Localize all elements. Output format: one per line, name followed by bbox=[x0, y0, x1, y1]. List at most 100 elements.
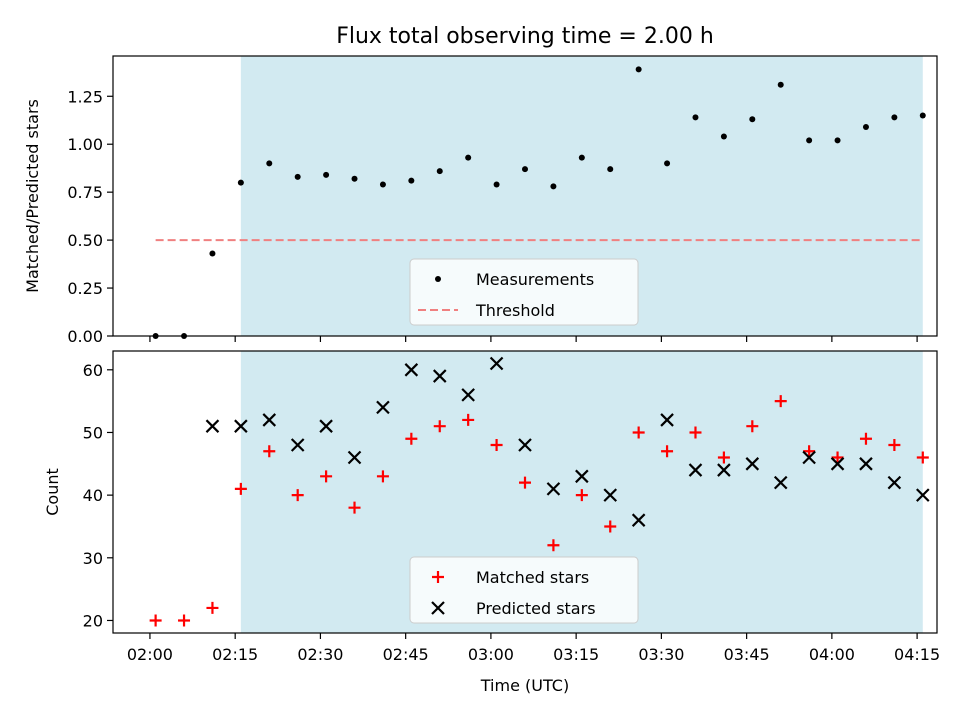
y-tick-label: 0.50 bbox=[67, 231, 103, 250]
matched-star-point bbox=[433, 420, 446, 433]
predicted-star-point bbox=[432, 369, 447, 383]
measurement-point bbox=[692, 114, 699, 121]
legend-label: Measurements bbox=[476, 270, 594, 289]
matched-star-point bbox=[519, 476, 531, 489]
legend-marker bbox=[431, 601, 445, 615]
x-tick-label: 03:00 bbox=[468, 645, 514, 664]
matched-star-point bbox=[462, 413, 475, 426]
measurement-point bbox=[152, 333, 159, 339]
predicted-star-point bbox=[603, 488, 618, 502]
measurement-point bbox=[323, 171, 330, 178]
measurement-point bbox=[522, 166, 528, 173]
x-axis-label: Time (UTC) bbox=[480, 676, 569, 695]
axes-frame bbox=[112, 350, 938, 634]
predicted-star-point bbox=[916, 488, 930, 502]
top-panel: 0.00 0.25 0.50 0.75 1.00 1.25 Matched/Predicte… bbox=[23, 55, 938, 346]
measurement-point bbox=[777, 81, 784, 88]
y-tick-label: 1.25 bbox=[67, 87, 103, 106]
x-tick-label: 02:15 bbox=[212, 645, 258, 664]
measurement-point bbox=[635, 66, 642, 73]
bottom-panel: 20 30 40 50 60 02:00 02:15 02:30 02:45 03:00 03:15… bbox=[43, 350, 940, 695]
matched-star-point bbox=[746, 420, 759, 433]
matched-star-point bbox=[178, 614, 191, 627]
y-tick-label: 50 bbox=[83, 423, 103, 442]
matched-star-point bbox=[803, 445, 816, 458]
measurement-point bbox=[465, 154, 472, 161]
predicted-star-point bbox=[518, 438, 532, 452]
matched-star-point bbox=[604, 520, 617, 533]
predicted-star-point bbox=[660, 413, 674, 427]
matched-star-point bbox=[405, 432, 418, 445]
predicted-star-point bbox=[290, 438, 305, 452]
matched-star-point bbox=[689, 426, 702, 439]
matched-star-point bbox=[661, 445, 674, 458]
y-axis-label: Count bbox=[43, 468, 62, 516]
measurement-point bbox=[237, 179, 244, 186]
legend-label: Matched stars bbox=[476, 568, 589, 587]
matched-star-point bbox=[320, 470, 333, 483]
y-tick-label: 0.25 bbox=[67, 279, 103, 298]
predicted-star-point bbox=[404, 363, 419, 377]
measurement-point bbox=[181, 333, 188, 339]
matched-star-point bbox=[547, 539, 560, 552]
legend-label: Threshold bbox=[475, 301, 555, 320]
x-tick-label: 03:30 bbox=[638, 645, 684, 664]
predicted-star-point bbox=[859, 457, 873, 471]
measurement-point bbox=[806, 137, 813, 144]
measurement-point bbox=[294, 173, 301, 180]
x-tick-label: 02:00 bbox=[127, 645, 173, 664]
measurement-point bbox=[862, 123, 869, 130]
predicted-star-point bbox=[546, 482, 561, 496]
x-tick-label: 04:00 bbox=[809, 645, 855, 664]
measurement-point bbox=[436, 168, 443, 175]
predicted-star-point bbox=[631, 513, 646, 527]
y-tick-label: 0.00 bbox=[67, 327, 103, 346]
legend-marker bbox=[435, 276, 441, 282]
measurement-point bbox=[607, 166, 614, 173]
predicted-star-point bbox=[830, 457, 845, 471]
matched-star-point bbox=[263, 445, 276, 458]
y-tick-label: 40 bbox=[83, 486, 103, 505]
measurement-point bbox=[266, 160, 273, 167]
y-axis-label: Matched/Predicted stars bbox=[23, 99, 42, 293]
measurement-point bbox=[578, 154, 585, 161]
x-tick-label: 02:45 bbox=[383, 645, 429, 664]
matched-star-point bbox=[831, 451, 844, 464]
predicted-star-point bbox=[262, 413, 277, 427]
legend-marker bbox=[432, 571, 444, 583]
predicted-star-point bbox=[773, 475, 788, 490]
matched-star-point bbox=[348, 501, 361, 514]
matched-star-point bbox=[376, 470, 389, 483]
predicted-star-point bbox=[461, 388, 475, 402]
measurement-point bbox=[550, 183, 557, 190]
matched-star-point bbox=[774, 395, 787, 408]
measurement-point bbox=[720, 133, 727, 140]
legend: Measurements Threshold bbox=[409, 258, 639, 326]
matched-star-point bbox=[888, 439, 901, 451]
x-tick-label: 04:15 bbox=[894, 645, 940, 664]
x-tick-label: 03:45 bbox=[724, 645, 770, 664]
measurement-point bbox=[209, 250, 216, 257]
matched-star-point bbox=[859, 432, 872, 445]
measurement-point bbox=[834, 137, 841, 144]
legend-box bbox=[409, 556, 639, 624]
measurement-point bbox=[749, 116, 756, 123]
matched-star-point bbox=[234, 482, 247, 495]
legend-label: Predicted stars bbox=[476, 599, 596, 618]
predicted-star-point bbox=[688, 463, 703, 477]
matched-star-point bbox=[149, 614, 162, 627]
matched-star-point bbox=[206, 601, 219, 614]
measurement-point bbox=[408, 177, 415, 184]
predicted-star-point bbox=[575, 469, 589, 484]
measurement-point bbox=[379, 181, 386, 188]
matched-star-point bbox=[717, 451, 730, 464]
predicted-star-point bbox=[717, 463, 731, 477]
legend-box bbox=[409, 258, 639, 326]
y-tick-label: 1.00 bbox=[67, 135, 103, 154]
measurement-point bbox=[891, 114, 898, 121]
y-tick-label: 30 bbox=[83, 549, 103, 568]
x-tick-label: 02:30 bbox=[297, 645, 343, 664]
y-tick-label: 0.75 bbox=[67, 183, 103, 202]
measurement-point bbox=[919, 112, 926, 119]
measurement-point bbox=[351, 175, 358, 182]
